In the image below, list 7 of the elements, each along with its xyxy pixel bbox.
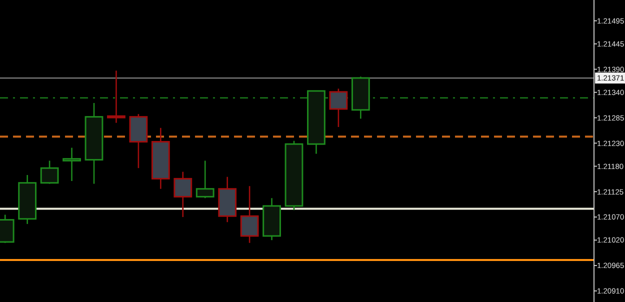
candlestick: [62, 147, 81, 182]
candlestick: [329, 88, 348, 128]
candlestick: [240, 185, 259, 244]
candlestick: [40, 160, 59, 184]
candlestick: [196, 160, 214, 199]
candlestick: [107, 70, 126, 124]
candlestick: [174, 171, 192, 218]
